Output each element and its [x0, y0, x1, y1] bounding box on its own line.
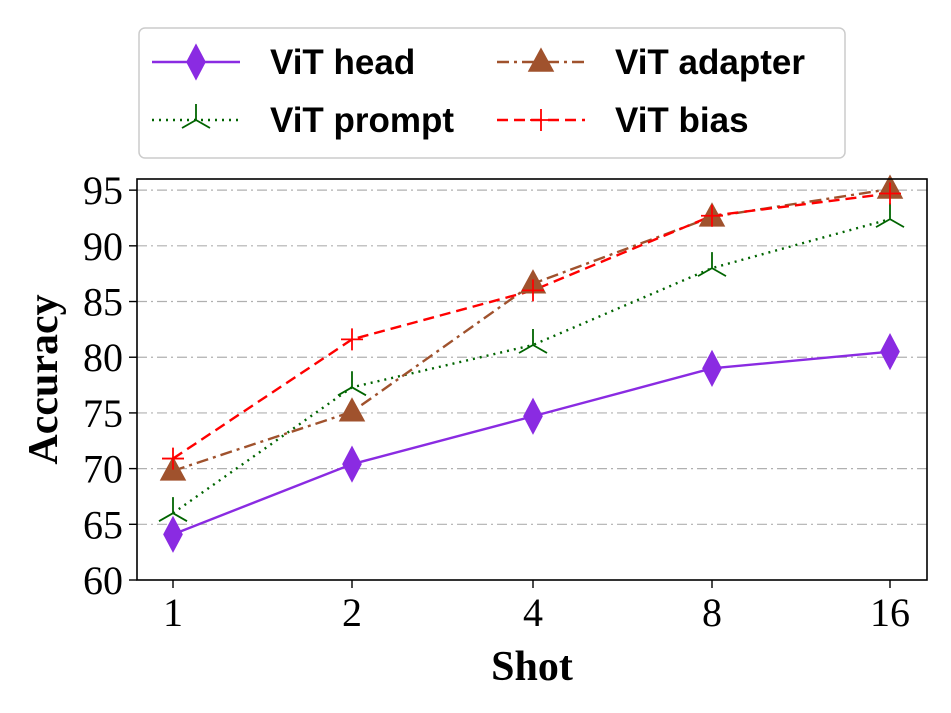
vit-prompt-point	[518, 328, 548, 354]
legend-label-vit-head: ViT head	[270, 43, 415, 82]
y-tick-label: 60	[83, 558, 123, 603]
vit-bias-point-shape	[522, 279, 544, 302]
series-markers	[158, 174, 905, 553]
vit-prompt-point	[337, 371, 367, 397]
y-tick-label: 95	[83, 168, 123, 213]
y-tick-label: 85	[83, 280, 123, 325]
series-lines	[172, 187, 891, 536]
vit-head-point-shape	[163, 515, 183, 553]
y-tick-label: 90	[83, 224, 123, 269]
vit-bias-point	[701, 204, 723, 227]
x-axis-title: Shot	[491, 644, 573, 690]
vit-bias-point	[522, 279, 544, 302]
vit-bias-point-shape	[341, 328, 363, 351]
vit-head-point	[702, 349, 722, 387]
legend: ViT head ViT prompt ViT adapter ViT bias	[138, 27, 846, 159]
vit-prompt-point	[158, 497, 188, 522]
vit-head-point	[523, 397, 543, 435]
vit-bias-point-shape	[879, 182, 901, 205]
vit-head-point-shape	[880, 333, 900, 371]
vit-head-point-shape	[702, 349, 722, 387]
grid-lines	[137, 189, 927, 525]
vit-bias-point	[341, 328, 363, 351]
vit-prompt-point-shape	[875, 203, 905, 228]
legend-label-vit-prompt: ViT prompt	[270, 101, 454, 140]
legend-label-vit-adapter: ViT adapter	[615, 43, 805, 82]
legend-marker-vit-bias	[530, 109, 552, 131]
vit-head-point	[342, 445, 362, 483]
legend-marker-vit-prompt-shape	[181, 104, 211, 129]
x-tick-label: 1	[163, 590, 183, 635]
vit-bias-point-shape	[701, 204, 723, 227]
y-tick-label: 70	[83, 447, 123, 492]
vit-head-line	[172, 350, 891, 536]
vit-prompt-point-shape	[158, 497, 188, 522]
y-tick-label: 80	[83, 335, 123, 380]
plot-frame	[136, 178, 928, 581]
x-tick-label: 4	[523, 590, 543, 635]
vit-head-point	[880, 333, 900, 371]
legend-marker-vit-bias-shape	[530, 109, 552, 131]
legend-marker-vit-head	[186, 43, 206, 81]
vit-adapter-point-shape	[338, 397, 366, 422]
vit-bias-point	[162, 447, 184, 470]
vit-head-point	[163, 515, 183, 553]
legend-marker-vit-adapter-shape	[527, 47, 555, 72]
vit-bias-point	[879, 182, 901, 205]
vit-head-point-shape	[523, 397, 543, 435]
vit-bias-line	[172, 192, 891, 460]
y-axis-title: Accuracy	[21, 294, 67, 464]
legend-marker-vit-prompt	[181, 104, 211, 129]
legend-frame	[138, 27, 846, 159]
vit-head-point-shape	[342, 445, 362, 483]
y-tick-label: 65	[83, 502, 123, 547]
legend-label-vit-bias: ViT bias	[615, 101, 749, 140]
x-tick-label: 16	[870, 590, 910, 635]
vit-prompt-point-shape	[337, 371, 367, 397]
x-tick-label: 8	[702, 590, 722, 635]
vit-prompt-point-shape	[518, 328, 548, 354]
vit-prompt-point	[875, 203, 905, 228]
vit-prompt-point-shape	[697, 252, 727, 277]
vit-prompt-point	[697, 252, 727, 277]
axis-ticks: 60 65 70 75 80 85 90 95 1 2 4 8 16	[83, 168, 910, 635]
x-tick-label: 2	[342, 590, 362, 635]
vit-adapter-point	[338, 397, 366, 422]
legend-marker-vit-adapter	[527, 47, 555, 72]
vit-bias-point-shape	[162, 447, 184, 470]
legend-marker-vit-head-shape	[186, 43, 206, 81]
y-tick-label: 75	[83, 391, 123, 436]
